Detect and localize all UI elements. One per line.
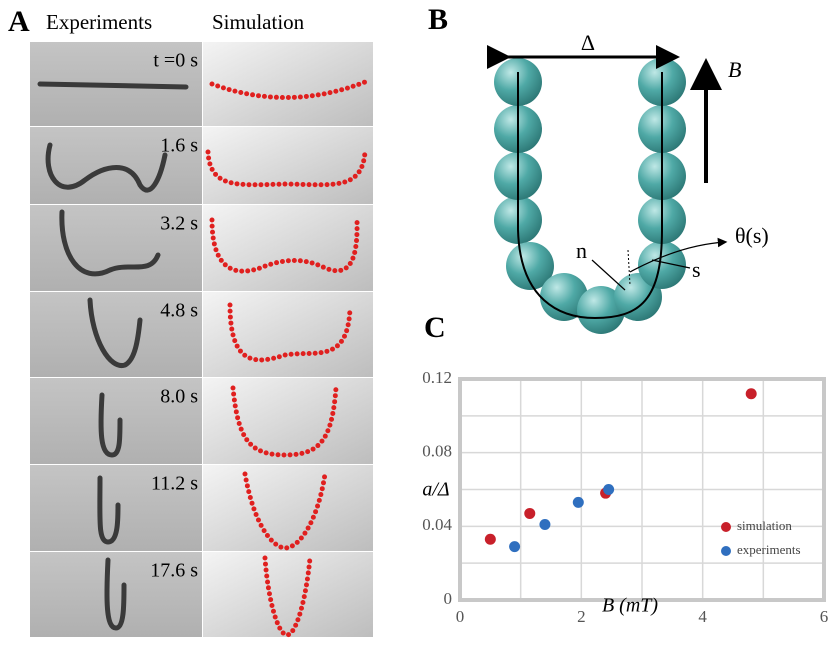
plot-frame [458, 377, 826, 602]
time-label: t =0 s [153, 50, 198, 72]
chain-image [104, 557, 127, 631]
chain-image [98, 392, 123, 458]
y-tick-label: 0 [444, 589, 453, 608]
column-head: Simulation [212, 10, 305, 34]
time-label: 17.6 s [150, 560, 198, 582]
column-head: Experiments [46, 10, 152, 34]
chain-sim [230, 385, 339, 458]
point [745, 388, 757, 400]
experiment-frame [30, 205, 202, 291]
field-label: B [728, 57, 741, 82]
bead [506, 242, 554, 290]
chain-image [45, 142, 168, 193]
time-label: 8.0 s [160, 386, 198, 408]
y-tick-label: 0.08 [422, 442, 452, 461]
point [484, 533, 496, 545]
arc-line [651, 259, 691, 269]
legend-label: simulation [737, 518, 792, 533]
legend-label: experiments [737, 542, 801, 557]
point [572, 496, 584, 508]
centerline [517, 72, 663, 320]
time-label: 1.6 s [160, 135, 198, 157]
chain-sim [227, 302, 353, 363]
chain-sim [209, 79, 368, 100]
x-tick-label: 0 [456, 607, 465, 626]
normal-line [591, 259, 626, 291]
chain-sim [205, 149, 368, 188]
bead [577, 286, 625, 334]
chain-sim [262, 555, 313, 638]
panel-b [494, 58, 728, 334]
panel-label: C [424, 311, 446, 344]
x-axis-title: B (mT) [602, 595, 658, 617]
spacing-label: Δ [581, 30, 595, 55]
chain-sim [209, 217, 360, 274]
simulation-frame [203, 127, 373, 204]
point [603, 484, 615, 495]
angle-arrow [629, 237, 728, 273]
legend-marker [721, 522, 731, 532]
panel-label: A [8, 5, 30, 38]
time-label: 11.2 s [151, 473, 198, 495]
normal-label: n [576, 238, 587, 263]
legend-marker [721, 546, 731, 556]
panel-a: t =0 s 1.6 s 3.2 s 4.8 s 8.0 s 11.2 s 17.6 s [30, 42, 373, 638]
x-tick-label: 2 [577, 607, 586, 626]
simulation-frame [203, 552, 373, 637]
y-axis-title: a/Δ [422, 479, 449, 501]
tangent-line [627, 249, 631, 286]
time-label: 4.8 s [160, 300, 198, 322]
y-tick-label: 0.04 [422, 515, 452, 534]
point [539, 518, 551, 530]
x-tick-label: 4 [698, 607, 707, 626]
simulation-frame [203, 378, 373, 464]
simulation-frame [203, 42, 373, 126]
chart: 0 2 4 6 0 0.04 0.08 0.12 B (mT) a/Δ simulation expe… [422, 368, 828, 626]
simulation-frame [203, 205, 373, 291]
point [509, 541, 521, 553]
time-label: 3.2 s [160, 213, 198, 235]
experiment-frame [30, 552, 202, 637]
chain-image [87, 297, 143, 368]
arc-label: s [692, 257, 701, 282]
y-tick-label: 0.12 [422, 368, 452, 387]
panel-label: B [428, 3, 448, 36]
point [524, 507, 536, 519]
chain-image [97, 475, 121, 545]
chain-image [59, 209, 161, 277]
simulation-frame [203, 465, 373, 551]
x-tick-label: 6 [820, 607, 829, 626]
chain-sim [242, 471, 328, 551]
chain-image [37, 81, 189, 90]
angle-label: θ(s) [735, 223, 769, 248]
bead [540, 273, 588, 321]
